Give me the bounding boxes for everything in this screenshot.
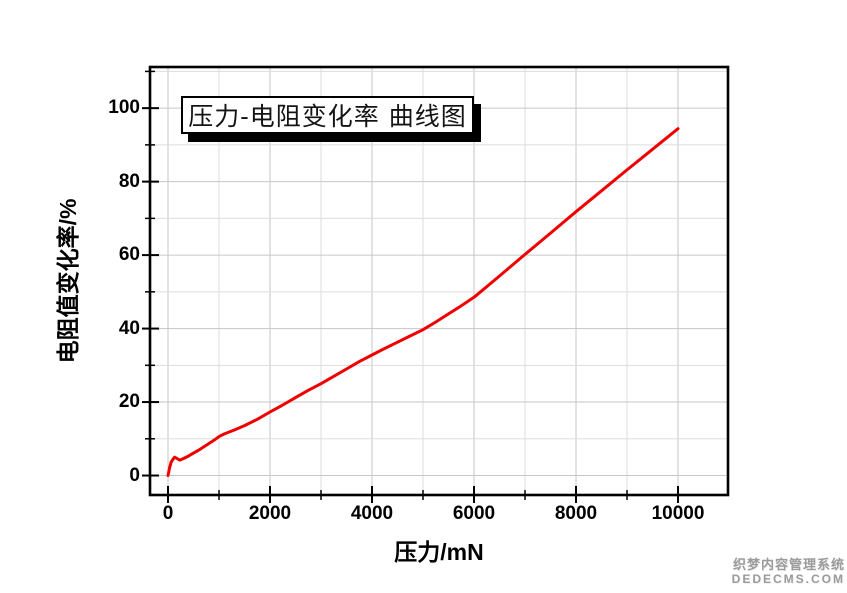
- x-tick-label: 10000: [651, 503, 705, 524]
- x-axis-label: 压力/mN: [394, 539, 484, 565]
- y-tick-label: 100: [108, 97, 140, 119]
- x-tick-label: 6000: [452, 503, 496, 524]
- watermark-line2: DEDECMS.COM: [731, 572, 845, 586]
- x-tick-label: 8000: [554, 503, 598, 524]
- plot-frame: [148, 65, 730, 497]
- watermark-line1: 织梦内容管理系统: [732, 557, 845, 572]
- y-tick-label: 60: [118, 244, 140, 266]
- chart-title-box: 压力-电阻变化率 曲线图: [181, 96, 474, 134]
- y-tick-label: 0: [129, 464, 140, 486]
- y-tick-label: 40: [118, 317, 140, 339]
- y-axis-label: 电阻值变化率/%: [55, 198, 81, 364]
- watermark: 织梦内容管理系统 DEDECMS.COM: [732, 557, 845, 587]
- x-tick-label: 0: [162, 503, 174, 524]
- data-curve: [166, 127, 680, 477]
- chart-title: 压力-电阻变化率 曲线图: [188, 102, 467, 131]
- y-tick-label: 20: [118, 391, 140, 413]
- x-tick-label: 2000: [248, 503, 292, 524]
- y-tick-label: 80: [118, 170, 140, 192]
- x-tick-label: 4000: [350, 503, 394, 524]
